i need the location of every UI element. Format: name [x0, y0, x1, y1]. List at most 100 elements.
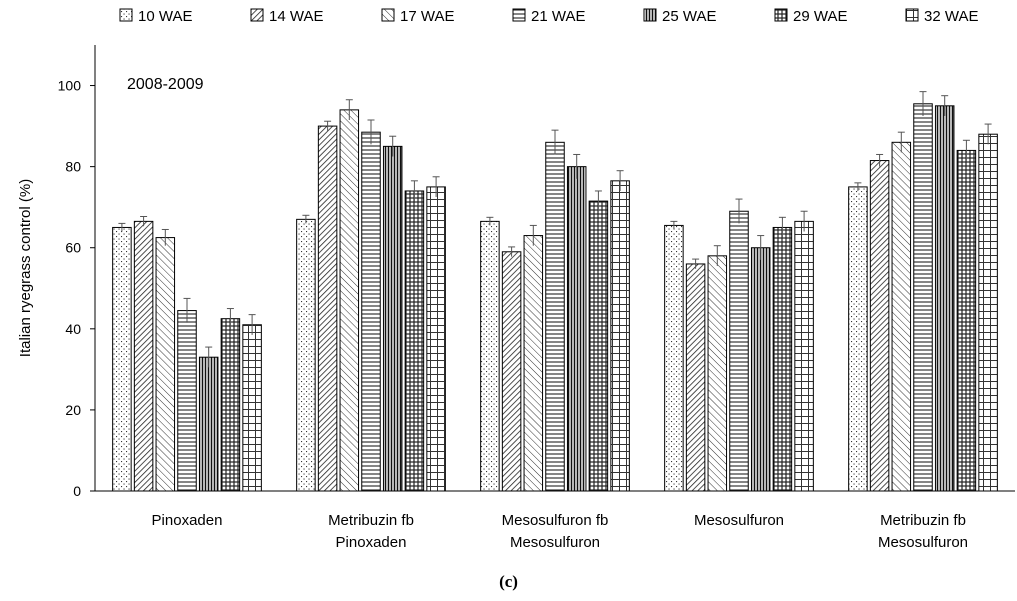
bar — [956, 149, 977, 492]
series-2 — [155, 99, 912, 492]
error-bar — [941, 95, 949, 116]
bars — [112, 91, 998, 492]
bar — [404, 190, 425, 492]
y-tick-label: 60 — [65, 240, 81, 256]
legend-label: 17 WAE — [400, 8, 454, 25]
y-tick-label: 20 — [65, 402, 81, 418]
error-bar — [778, 216, 786, 238]
bar — [750, 247, 771, 492]
legend-label: 32 WAE — [924, 8, 978, 25]
error-bar — [486, 216, 494, 226]
error-bar — [616, 170, 624, 191]
error-bar — [161, 228, 169, 246]
legend-swatch — [250, 8, 264, 22]
series-0 — [112, 182, 868, 492]
bar — [155, 237, 176, 492]
x-axis: Pinoxaden Metribuzin fb Pinoxaden Mesosulfu… — [95, 490, 1015, 551]
error-bar — [573, 153, 581, 179]
bar — [382, 145, 403, 492]
error-bar — [800, 210, 808, 232]
legend-swatch — [905, 8, 919, 22]
y-tick-label: 100 — [58, 78, 82, 94]
legend-item: 10 WAE — [119, 8, 192, 25]
bar — [610, 180, 630, 492]
legend-swatch — [512, 8, 526, 22]
season-annotation: 2008-2009 — [127, 76, 204, 93]
y-tick-label: 0 — [73, 483, 81, 499]
legend-label: 25 WAE — [662, 8, 716, 25]
error-bar — [226, 308, 234, 329]
legend-swatch — [381, 8, 395, 22]
bar — [848, 186, 868, 492]
error-bar — [432, 176, 440, 198]
legend-swatch — [119, 8, 133, 22]
bar — [664, 224, 684, 492]
legend-label: 29 WAE — [793, 8, 847, 25]
series-4 — [198, 95, 955, 492]
error-bar — [508, 246, 516, 257]
bar — [317, 125, 338, 492]
error-bar — [876, 153, 884, 167]
error-bar — [529, 224, 537, 246]
error-bar — [692, 258, 700, 269]
bar — [566, 166, 587, 492]
error-bar — [984, 123, 992, 145]
y-axis: 0 20 40 60 80 100 — [58, 45, 96, 499]
error-bar — [118, 222, 126, 232]
legend-item: 14 WAE — [250, 8, 323, 25]
error-bar — [324, 120, 332, 131]
error-bar — [389, 135, 397, 157]
error-bar — [897, 131, 905, 153]
legend-swatch — [643, 8, 657, 22]
bar — [220, 318, 241, 492]
category-label: Metribuzin fb Pinoxaden — [328, 512, 414, 551]
legend-item: 29 WAE — [774, 8, 847, 25]
bar — [133, 220, 154, 492]
legend-label: 10 WAE — [138, 8, 192, 25]
bar — [545, 141, 565, 492]
legend: 10 WAE 14 WAE 17 WAE 21 WAE 25 WAE 29 WAE 32 W… — [119, 8, 978, 25]
bar — [501, 251, 522, 492]
panel-label-text: (c) — [499, 572, 518, 591]
bar — [707, 255, 728, 492]
error-bar — [962, 139, 970, 161]
error-bar — [757, 235, 765, 260]
error-bar — [367, 119, 375, 145]
bar — [913, 103, 933, 492]
category-label: Pinoxaden — [152, 512, 223, 529]
bar — [426, 186, 446, 492]
bar — [523, 235, 544, 492]
bar — [978, 133, 998, 492]
series-5 — [220, 139, 977, 492]
bar — [685, 263, 706, 492]
y-axis-label: Italian ryegrass control (%) — [17, 179, 34, 357]
bar — [296, 218, 316, 492]
error-bar — [551, 129, 559, 155]
bar-chart: 10 WAE 14 WAE 17 WAE 21 WAE 25 WAE 29 WAE 32 W… — [17, 8, 1015, 551]
bar — [361, 131, 381, 492]
category-label: Metribuzin fb Mesosulfuron — [878, 512, 968, 551]
series-6 — [242, 123, 998, 492]
panel-label: (c) — [0, 572, 1017, 592]
error-bar — [205, 346, 213, 368]
bar — [198, 356, 219, 492]
legend-label: 21 WAE — [531, 8, 585, 25]
legend-swatch — [774, 8, 788, 22]
error-bar — [594, 190, 602, 212]
error-bar — [919, 91, 927, 116]
legend-item: 32 WAE — [905, 8, 978, 25]
y-tick-label: 40 — [65, 321, 81, 337]
series-3 — [177, 91, 933, 492]
bar — [177, 310, 197, 492]
bar — [588, 200, 609, 492]
bar — [242, 324, 262, 492]
series-1 — [133, 120, 890, 492]
error-bar — [302, 214, 310, 224]
category-label: Mesosulfuron fb Mesosulfuron — [502, 512, 609, 551]
error-bar — [410, 180, 418, 202]
error-bar — [670, 220, 678, 230]
bar — [729, 210, 749, 492]
error-bar — [248, 314, 256, 335]
legend-label: 14 WAE — [269, 8, 323, 25]
legend-item: 25 WAE — [643, 8, 716, 25]
